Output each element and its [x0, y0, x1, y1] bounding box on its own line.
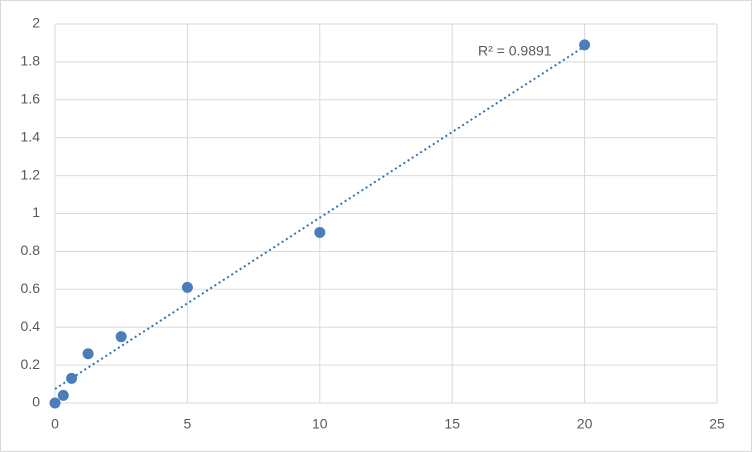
point: [82, 348, 94, 360]
x-tick-label: 0: [51, 416, 59, 432]
y-tick-label: 0.2: [21, 356, 41, 372]
y-tick-label: 1.6: [21, 91, 41, 107]
point: [115, 331, 127, 343]
x-tick-label: 5: [184, 416, 192, 432]
point: [57, 389, 69, 401]
point: [579, 39, 591, 51]
y-tick-label: 1.4: [21, 128, 41, 144]
x-tick-label: 20: [577, 416, 593, 432]
annotation: R² = 0.9891: [478, 43, 552, 59]
y-tick-label: 0.8: [21, 242, 41, 258]
x-tick-label: 10: [312, 416, 328, 432]
point: [181, 281, 193, 293]
x-tick-label: 15: [444, 416, 460, 432]
y-tick-label: 1: [32, 204, 40, 220]
point: [66, 372, 78, 384]
y-tick-label: 2: [32, 15, 40, 31]
y-tick-label: 0: [32, 394, 40, 410]
y-tick-label: 0.6: [21, 280, 41, 296]
y-tick-label: 0.4: [21, 318, 41, 334]
y-tick-label: 1.2: [21, 166, 41, 182]
point: [49, 397, 61, 409]
trendline: [54, 45, 586, 390]
x-tick-label: 25: [709, 416, 725, 432]
point: [314, 226, 326, 238]
y-tick-label: 1.8: [21, 53, 41, 69]
